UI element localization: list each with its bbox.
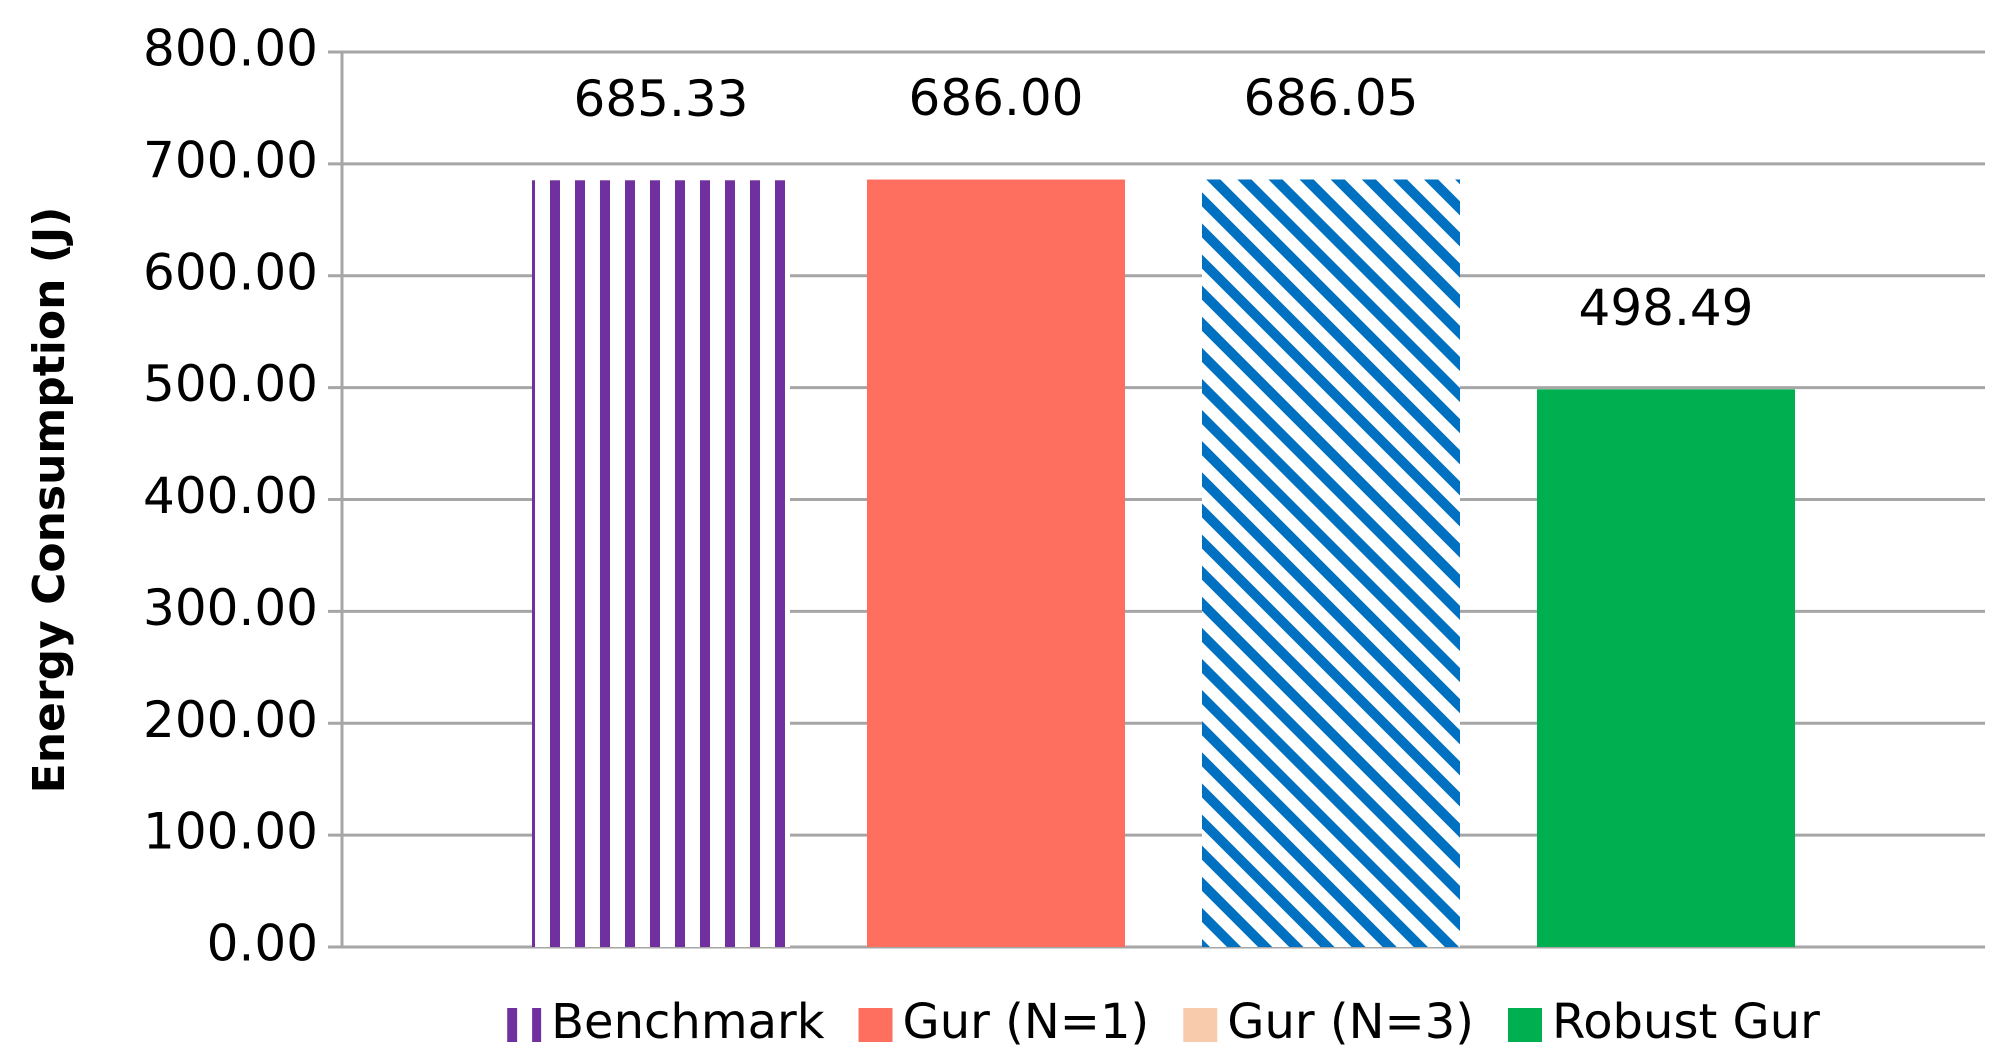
y-axis-title: Energy Consumption (J) [24, 207, 75, 794]
y-tick-label: 500.00 [143, 355, 318, 413]
legend: Benchmark Gur (N=1) Gur (N=3) Robust Gur [507, 994, 1820, 1050]
legend-label: Benchmark [551, 994, 825, 1050]
value-label: 685.33 [574, 70, 749, 128]
value-label: 498.49 [1579, 279, 1754, 337]
value-label: 686.05 [1244, 69, 1419, 127]
legend-swatch [1183, 1008, 1218, 1042]
bar [1537, 389, 1795, 947]
y-tick-label: 0.00 [207, 915, 318, 973]
legend-label: Gur (N=3) [1227, 994, 1474, 1050]
legend-label: Robust Gur [1552, 994, 1820, 1050]
legend-label: Gur (N=1) [903, 994, 1150, 1050]
y-tick-label: 600.00 [143, 243, 318, 301]
y-tick-label: 700.00 [143, 131, 318, 189]
y-tick-label: 100.00 [143, 803, 318, 861]
y-tick-label: 400.00 [143, 467, 318, 525]
legend-swatch [858, 1008, 893, 1042]
y-tick-label: 300.00 [143, 579, 318, 637]
legend-swatch [507, 1008, 542, 1042]
bar [532, 180, 790, 948]
y-tick-label: 800.00 [143, 20, 318, 78]
y-tick-label: 200.00 [143, 691, 318, 749]
bar [1202, 179, 1460, 947]
bar [867, 179, 1125, 948]
value-label: 686.00 [909, 69, 1084, 127]
legend-swatch [1507, 1008, 1542, 1042]
